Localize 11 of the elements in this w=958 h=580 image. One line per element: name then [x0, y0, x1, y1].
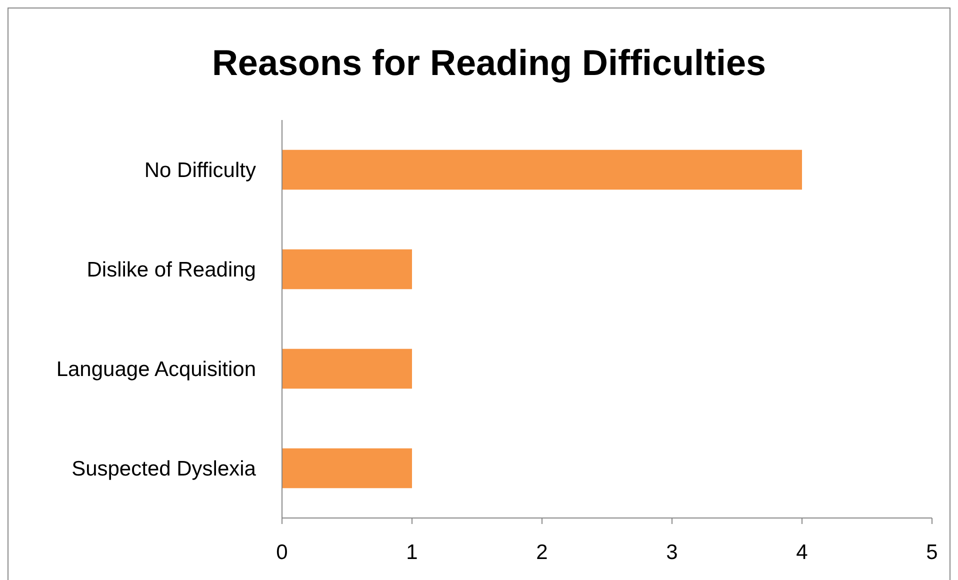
x-tick-label: 0	[276, 541, 288, 564]
y-tick-label: No Difficulty	[144, 159, 256, 182]
y-tick-label: Dislike of Reading	[86, 258, 256, 282]
x-tick-label: 3	[666, 541, 678, 564]
y-tick-label: Suspected Dyslexia	[72, 458, 256, 481]
y-tick-label: Language Acquisition	[56, 358, 256, 382]
x-tick-label: 4	[796, 541, 808, 564]
x-tick-label: 1	[406, 541, 418, 564]
chart-title: Reasons for Reading Difficulties	[212, 42, 766, 83]
x-tick-label: 5	[926, 541, 938, 564]
x-tick-label: 2	[536, 541, 548, 564]
